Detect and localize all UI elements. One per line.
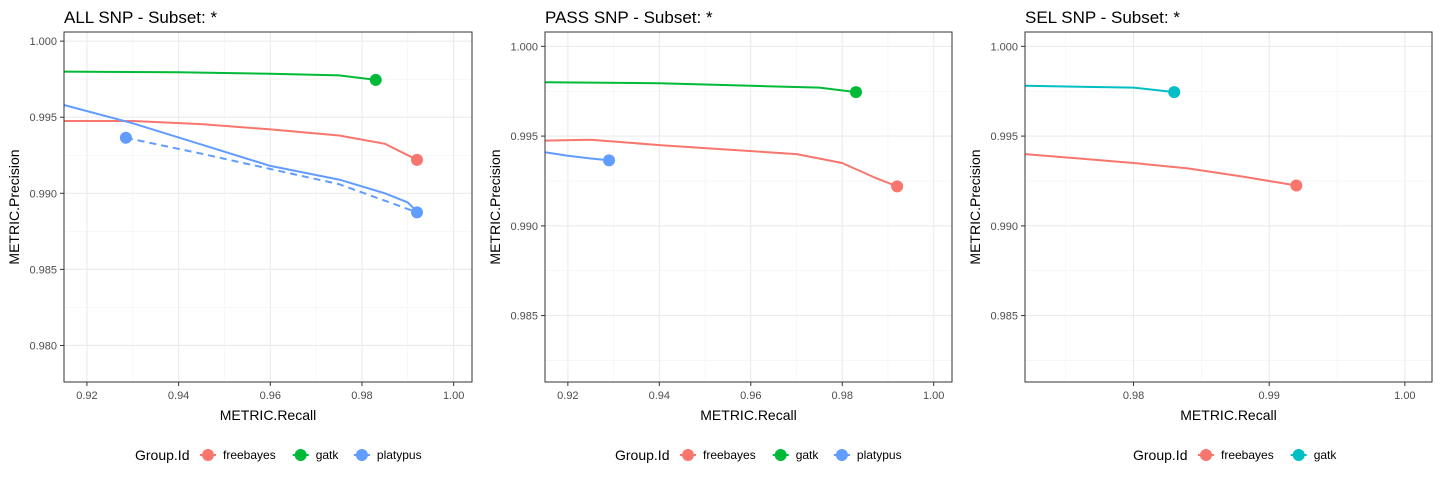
series-point-freebayes — [410, 153, 423, 166]
legend-key-point-gatk — [1292, 449, 1305, 461]
series-point-gatk — [1168, 86, 1181, 99]
legend-key-point-gatk — [774, 449, 787, 461]
series-point-platypus — [410, 206, 423, 219]
y-tick-label: 0.990 — [510, 221, 538, 233]
x-tick-label: 0.98 — [832, 390, 853, 402]
x-tick-label: 0.99 — [1258, 390, 1279, 402]
chart-panel-3: SEL SNP - Subset: * 0.98 0.99 1.00 0.985 0.99… — [967, 8, 1433, 463]
series-line-freebayes — [1024, 153, 1297, 187]
legend-label-freebayes: freebayes — [223, 448, 276, 462]
x-tick-label: 0.96 — [740, 390, 761, 402]
y-tick-label: 0.995 — [510, 131, 538, 143]
legend-label-freebayes: freebayes — [1221, 448, 1274, 462]
y-tick-label: 0.990 — [990, 221, 1018, 233]
chart-panel-2: PASS SNP - Subset: * 0.92 0.94 0.96 0.98 1.00… — [487, 8, 953, 463]
legend-label-platypus: platypus — [857, 448, 902, 462]
legend-key-point-freebayes — [1200, 449, 1212, 461]
series-line-freebayes — [64, 120, 418, 161]
x-tick-label: 0.94 — [649, 390, 670, 402]
series-line-gatk — [544, 81, 857, 94]
y-tick-label: 0.995 — [990, 131, 1018, 143]
legend: Group.Id freebayes gatk — [1133, 447, 1337, 463]
legend-label-freebayes: freebayes — [703, 448, 756, 462]
x-axis-title: METRIC.Recall — [220, 407, 316, 423]
x-tick-label: 0.92 — [557, 390, 578, 402]
y-axis-title: METRIC.Precision — [967, 149, 983, 264]
legend-title: Group.Id — [135, 447, 189, 463]
legend-key-point-gatk — [294, 449, 307, 461]
series-line-platypus — [63, 104, 418, 213]
series-point-gatk — [849, 86, 862, 99]
x-axis-title: METRIC.Recall — [1180, 407, 1276, 423]
legend-label-gatk: gatk — [316, 448, 340, 462]
series-line-gatk — [1024, 84, 1175, 94]
y-tick-label: 1.000 — [510, 41, 538, 53]
x-tick-label: 1.00 — [1394, 390, 1415, 402]
legend-title: Group.Id — [615, 447, 669, 463]
y-tick-label: 0.985 — [510, 311, 538, 323]
x-tick-label: 0.94 — [168, 390, 189, 402]
series-point-freebayes — [1290, 179, 1303, 192]
series-point-gatk — [369, 73, 382, 86]
x-tick-label: 0.98 — [351, 390, 372, 402]
series-point-platypus — [119, 131, 132, 144]
legend-label-gatk: gatk — [796, 448, 820, 462]
series-point-platypus — [603, 154, 616, 167]
y-tick-label: 0.985 — [29, 264, 57, 276]
legend-label-gatk: gatk — [1314, 448, 1338, 462]
series-line-platypus — [125, 136, 418, 214]
x-tick-label: 0.92 — [76, 390, 97, 402]
legend-label-platypus: platypus — [377, 448, 422, 462]
chart-title: ALL SNP - Subset: * — [64, 8, 217, 27]
series-line-gatk — [63, 70, 376, 81]
chart-panel-1: ALL SNP - Subset: *0.92 0.94 0.96 0.98 1.000… — [6, 8, 473, 463]
legend-key-point-platypus — [355, 449, 368, 461]
series-line-freebayes — [544, 138, 898, 188]
chart-title: SEL SNP - Subset: * — [1025, 8, 1180, 27]
y-axis-title: METRIC.Precision — [487, 149, 503, 264]
legend-key-point-freebayes — [202, 449, 214, 461]
x-tick-label: 0.98 — [1123, 390, 1144, 402]
y-tick-label: 1.000 — [29, 36, 57, 48]
y-tick-label: 0.980 — [29, 340, 57, 352]
panel-border — [544, 31, 953, 383]
chart-title: PASS SNP - Subset: * — [545, 8, 713, 27]
x-axis-title: METRIC.Recall — [700, 407, 796, 423]
legend: Group.Id freebayes gatk platypus — [135, 447, 422, 463]
panel-border — [63, 31, 473, 383]
x-tick-label: 1.00 — [923, 390, 944, 402]
series-line-platypus — [544, 151, 610, 162]
legend-key-point-freebayes — [682, 449, 694, 461]
x-tick-label: 0.96 — [260, 390, 281, 402]
legend-key-point-platypus — [835, 449, 848, 461]
y-tick-label: 0.995 — [29, 112, 57, 124]
panel-border — [1024, 31, 1433, 383]
y-tick-label: 0.990 — [29, 188, 57, 200]
legend-title: Group.Id — [1133, 447, 1187, 463]
y-tick-label: 0.985 — [990, 311, 1018, 323]
y-tick-label: 1.000 — [990, 41, 1018, 53]
legend: Group.Id freebayes gatk platypus — [615, 447, 902, 463]
series-point-freebayes — [891, 180, 904, 193]
y-axis-title: METRIC.Precision — [6, 149, 22, 264]
x-tick-label: 1.00 — [443, 390, 464, 402]
